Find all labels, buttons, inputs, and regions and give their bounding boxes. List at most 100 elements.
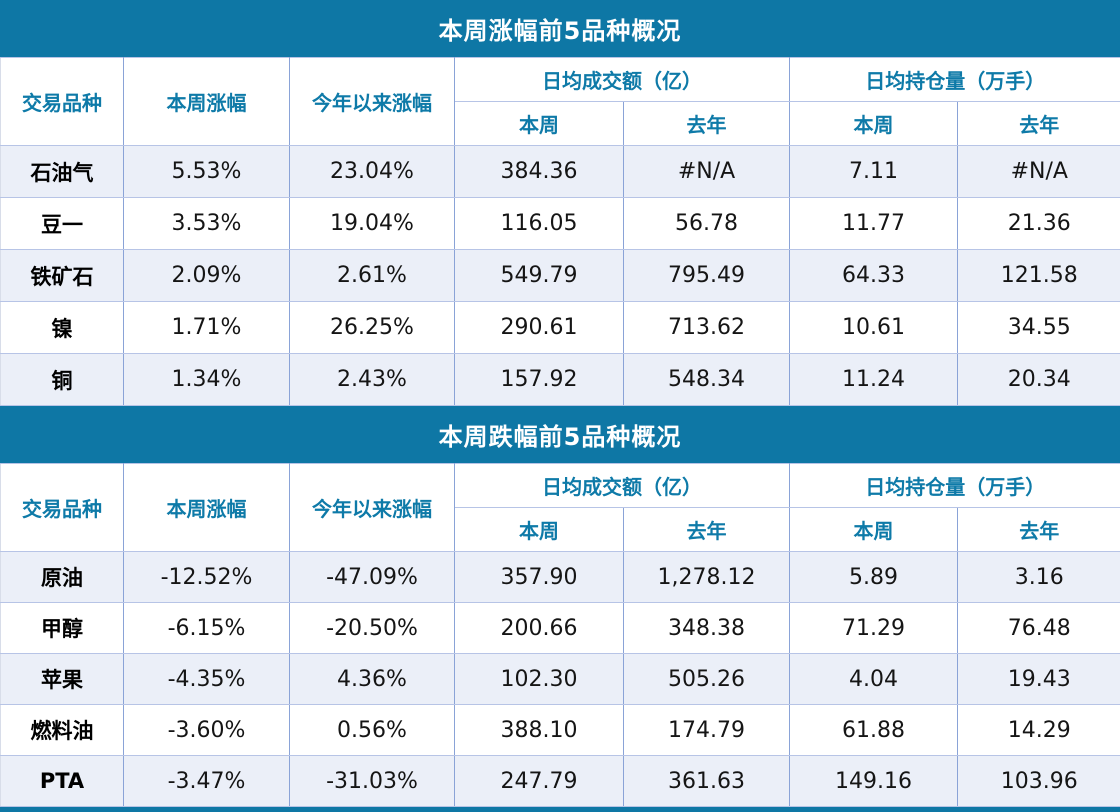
value-cell: 19.43	[957, 653, 1120, 705]
value-cell: 0.56%	[289, 704, 455, 756]
value-cell: 5.89	[789, 551, 958, 603]
value-cell: 3.16	[957, 551, 1120, 603]
bottom-accent-bar	[0, 807, 1120, 812]
value-cell: #N/A	[957, 145, 1120, 198]
value-cell: 247.79	[454, 755, 624, 807]
product-name-cell: 原油	[0, 551, 124, 603]
value-cell: -3.60%	[123, 704, 290, 756]
value-cell: -6.15%	[123, 602, 290, 654]
value-cell: 19.04%	[289, 197, 455, 250]
value-cell: 34.55	[957, 301, 1120, 354]
value-cell: 361.63	[623, 755, 790, 807]
value-cell: 157.92	[454, 353, 624, 406]
value-cell: 200.66	[454, 602, 624, 654]
col-header-position-last-year: 去年	[957, 101, 1120, 146]
value-cell: 26.25%	[289, 301, 455, 354]
col-header-position-last-year: 去年	[957, 507, 1120, 552]
value-cell: -3.47%	[123, 755, 290, 807]
value-cell: 713.62	[623, 301, 790, 354]
value-cell: 2.61%	[289, 249, 455, 302]
col-header-turnover-this-week: 本周	[454, 101, 624, 146]
value-cell: 174.79	[623, 704, 790, 756]
value-cell: 64.33	[789, 249, 958, 302]
table-row: 豆一 3.53% 19.04% 116.05 56.78 11.77 21.36	[0, 197, 1120, 250]
value-cell: #N/A	[623, 145, 790, 198]
table-row: 铁矿石 2.09% 2.61% 549.79 795.49 64.33 121.58	[0, 249, 1120, 302]
product-name-cell: 铁矿石	[0, 249, 124, 302]
table-row: PTA -3.47% -31.03% 247.79 361.63 149.16 103.96	[0, 755, 1120, 807]
value-cell: 21.36	[957, 197, 1120, 250]
product-name-cell: PTA	[0, 755, 124, 807]
col-header-week-change: 本周涨幅	[123, 463, 290, 552]
value-cell: 1.34%	[123, 353, 290, 406]
value-cell: 11.24	[789, 353, 958, 406]
value-cell: 2.43%	[289, 353, 455, 406]
value-cell: 11.77	[789, 197, 958, 250]
value-cell: 116.05	[454, 197, 624, 250]
value-cell: 548.34	[623, 353, 790, 406]
value-cell: 388.10	[454, 704, 624, 756]
value-cell: 121.58	[957, 249, 1120, 302]
value-cell: 357.90	[454, 551, 624, 603]
col-header-position-this-week: 本周	[789, 507, 958, 552]
losers-table-header: 交易品种 本周涨幅 今年以来涨幅 日均成交额（亿） 日均持仓量（万手） 本周 去…	[0, 463, 1120, 552]
col-header-ytd-change: 今年以来涨幅	[289, 463, 455, 552]
value-cell: 10.61	[789, 301, 958, 354]
table-row: 甲醇 -6.15% -20.50% 200.66 348.38 71.29 76.48	[0, 602, 1120, 654]
col-header-week-change: 本周涨幅	[123, 57, 290, 146]
col-header-position-group: 日均持仓量（万手）	[789, 463, 1120, 508]
value-cell: 2.09%	[123, 249, 290, 302]
value-cell: 102.30	[454, 653, 624, 705]
col-header-ytd-change: 今年以来涨幅	[289, 57, 455, 146]
product-name-cell: 镍	[0, 301, 124, 354]
value-cell: -47.09%	[289, 551, 455, 603]
table-row: 铜 1.34% 2.43% 157.92 548.34 11.24 20.34	[0, 353, 1120, 406]
value-cell: 4.04	[789, 653, 958, 705]
col-header-turnover-last-year: 去年	[623, 101, 790, 146]
value-cell: 348.38	[623, 602, 790, 654]
value-cell: 3.53%	[123, 197, 290, 250]
gainers-table-body: 石油气 5.53% 23.04% 384.36 #N/A 7.11 #N/A 豆一 3.53% 1…	[0, 145, 1120, 406]
col-header-position-group: 日均持仓量（万手）	[789, 57, 1120, 102]
gainers-table-title: 本周涨幅前5品种概况	[438, 17, 682, 45]
col-header-turnover-last-year: 去年	[623, 507, 790, 552]
value-cell: 1,278.12	[623, 551, 790, 603]
col-header-product: 交易品种	[0, 57, 124, 146]
value-cell: 20.34	[957, 353, 1120, 406]
value-cell: -31.03%	[289, 755, 455, 807]
value-cell: 61.88	[789, 704, 958, 756]
product-name-cell: 甲醇	[0, 602, 124, 654]
value-cell: 1.71%	[123, 301, 290, 354]
value-cell: 549.79	[454, 249, 624, 302]
losers-table-title: 本周跌幅前5品种概况	[438, 423, 682, 451]
product-name-cell: 铜	[0, 353, 124, 406]
product-name-cell: 豆一	[0, 197, 124, 250]
table-row: 燃料油 -3.60% 0.56% 388.10 174.79 61.88 14.29	[0, 704, 1120, 756]
value-cell: 384.36	[454, 145, 624, 198]
table-row: 苹果 -4.35% 4.36% 102.30 505.26 4.04 19.43	[0, 653, 1120, 705]
col-header-position-this-week: 本周	[789, 101, 958, 146]
product-name-cell: 石油气	[0, 145, 124, 198]
value-cell: 290.61	[454, 301, 624, 354]
value-cell: -20.50%	[289, 602, 455, 654]
gainers-table-title-bar: 本周涨幅前5品种概况	[0, 0, 1120, 57]
value-cell: 4.36%	[289, 653, 455, 705]
value-cell: 103.96	[957, 755, 1120, 807]
value-cell: 71.29	[789, 602, 958, 654]
gainers-table: 交易品种 本周涨幅 今年以来涨幅 日均成交额（亿） 日均持仓量（万手） 本周 去…	[0, 57, 1120, 406]
value-cell: 7.11	[789, 145, 958, 198]
value-cell: 795.49	[623, 249, 790, 302]
table-row: 镍 1.71% 26.25% 290.61 713.62 10.61 34.55	[0, 301, 1120, 354]
table-row: 原油 -12.52% -47.09% 357.90 1,278.12 5.89 3.16	[0, 551, 1120, 603]
value-cell: 23.04%	[289, 145, 455, 198]
value-cell: 76.48	[957, 602, 1120, 654]
col-header-turnover-group: 日均成交额（亿）	[454, 463, 790, 508]
gainers-table-header: 交易品种 本周涨幅 今年以来涨幅 日均成交额（亿） 日均持仓量（万手） 本周 去…	[0, 57, 1120, 146]
value-cell: 56.78	[623, 197, 790, 250]
value-cell: 5.53%	[123, 145, 290, 198]
value-cell: -12.52%	[123, 551, 290, 603]
value-cell: 14.29	[957, 704, 1120, 756]
value-cell: 505.26	[623, 653, 790, 705]
col-header-turnover-group: 日均成交额（亿）	[454, 57, 790, 102]
